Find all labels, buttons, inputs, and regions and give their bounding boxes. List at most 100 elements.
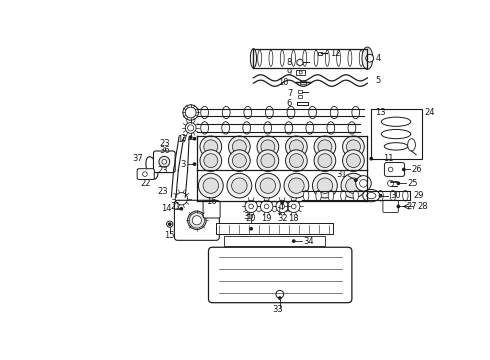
Circle shape xyxy=(286,150,307,171)
Ellipse shape xyxy=(292,50,295,66)
Circle shape xyxy=(276,291,284,298)
Circle shape xyxy=(317,178,333,193)
Ellipse shape xyxy=(269,50,273,66)
Circle shape xyxy=(314,136,336,158)
Text: 3: 3 xyxy=(181,159,186,168)
Text: 23: 23 xyxy=(159,139,170,148)
Text: 18: 18 xyxy=(289,214,299,223)
Circle shape xyxy=(180,208,183,210)
Circle shape xyxy=(257,136,279,158)
Bar xyxy=(371,109,421,159)
Text: 4: 4 xyxy=(375,54,380,63)
Ellipse shape xyxy=(352,106,360,119)
Ellipse shape xyxy=(381,117,411,126)
FancyBboxPatch shape xyxy=(174,200,220,240)
Text: 32: 32 xyxy=(277,214,288,223)
Ellipse shape xyxy=(348,50,352,66)
Circle shape xyxy=(194,163,196,165)
Ellipse shape xyxy=(403,190,408,201)
Text: 36: 36 xyxy=(159,147,170,156)
Text: 1: 1 xyxy=(276,207,282,216)
Text: 13: 13 xyxy=(375,108,386,117)
Circle shape xyxy=(200,150,221,171)
Circle shape xyxy=(343,150,364,171)
Circle shape xyxy=(162,159,167,164)
Circle shape xyxy=(318,140,332,154)
Circle shape xyxy=(143,172,147,176)
Text: 30: 30 xyxy=(390,191,400,200)
Text: 11: 11 xyxy=(383,154,393,163)
Circle shape xyxy=(232,178,247,193)
Ellipse shape xyxy=(348,122,356,134)
Circle shape xyxy=(403,168,405,171)
Text: 7: 7 xyxy=(287,89,292,98)
Circle shape xyxy=(280,204,285,209)
Text: 5: 5 xyxy=(375,76,380,85)
Ellipse shape xyxy=(363,189,380,202)
Ellipse shape xyxy=(353,190,359,201)
Ellipse shape xyxy=(222,122,229,134)
Bar xyxy=(296,70,305,75)
Text: 28: 28 xyxy=(418,202,428,211)
Circle shape xyxy=(286,136,307,158)
Circle shape xyxy=(279,297,281,299)
Ellipse shape xyxy=(381,130,411,139)
Circle shape xyxy=(293,240,295,242)
Bar xyxy=(318,52,321,55)
Ellipse shape xyxy=(264,122,271,134)
FancyBboxPatch shape xyxy=(383,200,398,213)
Circle shape xyxy=(188,211,206,230)
Text: 16: 16 xyxy=(206,197,217,206)
Circle shape xyxy=(397,205,399,208)
Circle shape xyxy=(397,182,399,184)
Circle shape xyxy=(366,54,373,62)
Circle shape xyxy=(346,140,361,154)
Ellipse shape xyxy=(266,106,273,119)
Text: 24: 24 xyxy=(424,108,435,117)
Circle shape xyxy=(200,136,221,158)
Ellipse shape xyxy=(359,50,363,66)
Text: 8: 8 xyxy=(287,58,292,67)
Text: 33: 33 xyxy=(272,305,283,314)
Ellipse shape xyxy=(316,190,321,201)
Ellipse shape xyxy=(201,122,209,134)
Circle shape xyxy=(264,204,269,209)
Bar xyxy=(300,81,306,84)
Ellipse shape xyxy=(309,106,317,119)
Circle shape xyxy=(169,223,171,225)
Circle shape xyxy=(355,179,357,181)
Text: 19: 19 xyxy=(261,214,272,223)
Ellipse shape xyxy=(341,190,346,201)
Ellipse shape xyxy=(367,193,376,199)
Circle shape xyxy=(343,136,364,158)
Circle shape xyxy=(194,138,196,140)
Bar xyxy=(216,223,333,234)
Circle shape xyxy=(249,204,253,209)
Ellipse shape xyxy=(287,106,295,119)
Circle shape xyxy=(318,154,332,167)
Circle shape xyxy=(388,167,393,172)
Circle shape xyxy=(255,173,280,198)
Circle shape xyxy=(260,178,275,193)
Ellipse shape xyxy=(330,106,338,119)
Circle shape xyxy=(388,180,394,186)
Text: 34: 34 xyxy=(303,237,314,246)
Ellipse shape xyxy=(280,50,284,66)
Text: 23: 23 xyxy=(158,186,168,195)
Circle shape xyxy=(190,136,192,138)
Bar xyxy=(297,90,302,93)
Text: 25: 25 xyxy=(408,179,418,188)
Circle shape xyxy=(284,173,309,198)
Circle shape xyxy=(227,173,252,198)
Circle shape xyxy=(360,180,368,187)
Ellipse shape xyxy=(243,122,250,134)
Text: 35: 35 xyxy=(244,212,254,221)
Text: 22: 22 xyxy=(141,179,151,188)
Circle shape xyxy=(257,150,279,171)
Text: 9: 9 xyxy=(287,68,292,77)
Circle shape xyxy=(289,178,304,193)
Ellipse shape xyxy=(222,106,230,119)
Circle shape xyxy=(299,71,302,74)
Circle shape xyxy=(228,150,250,171)
Ellipse shape xyxy=(408,139,416,151)
